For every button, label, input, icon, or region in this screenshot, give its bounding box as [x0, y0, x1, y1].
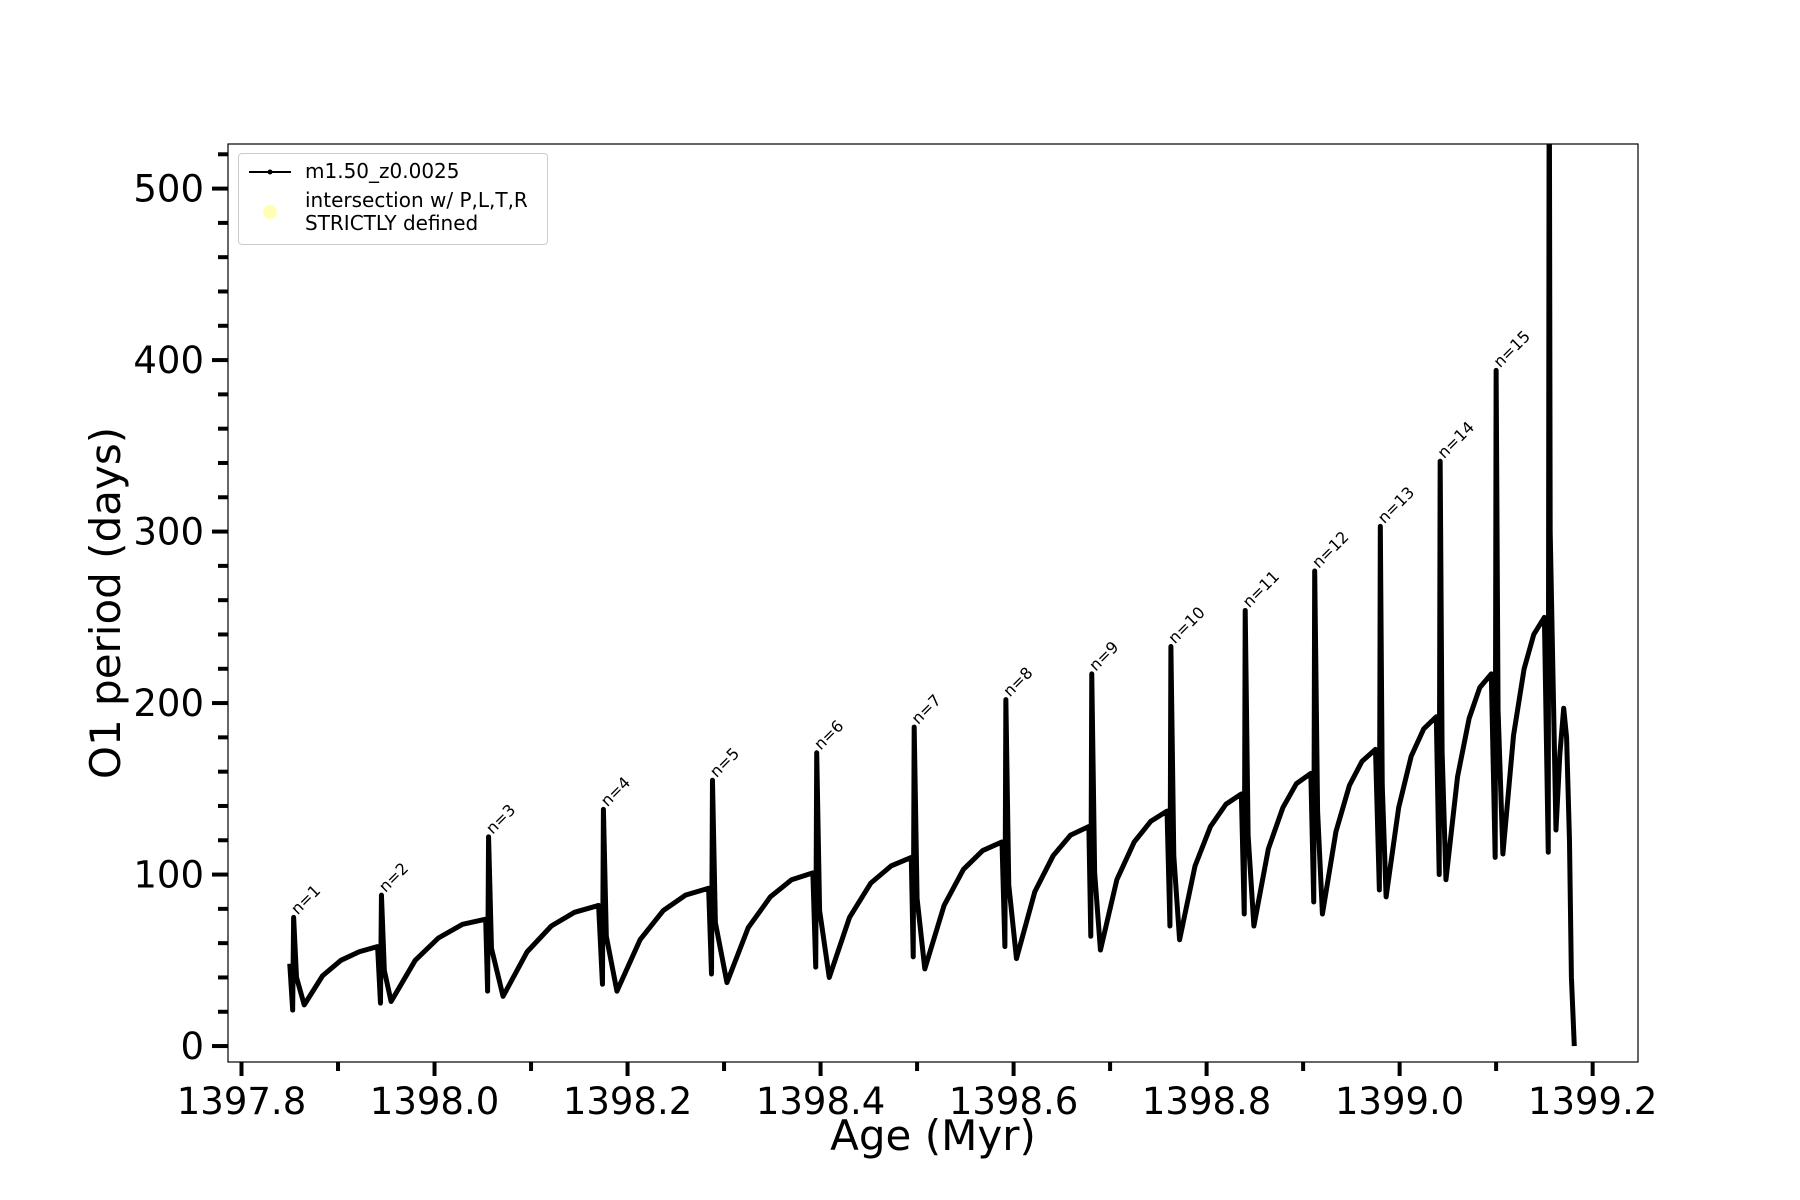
annotation: n=11 — [1239, 567, 1283, 611]
annotation: n=6 — [810, 716, 847, 753]
annotation: n=2 — [375, 859, 412, 896]
annotation: n=1 — [287, 881, 324, 918]
plot-frame — [227, 143, 1639, 1063]
legend-symbol — [249, 169, 291, 174]
annotation: n=13 — [1374, 483, 1418, 527]
annotation: n=15 — [1490, 327, 1534, 371]
legend-label: m1.50_z0.0025 — [305, 159, 460, 183]
y-tick-label: 100 — [133, 854, 204, 897]
annotation: n=8 — [999, 663, 1036, 700]
legend-marker — [267, 169, 273, 174]
annotation: n=5 — [706, 744, 743, 781]
annotation: n=7 — [908, 691, 945, 728]
y-tick-label: 0 — [180, 1025, 204, 1068]
data-line — [287, 144, 1577, 1047]
x-tick-label: 1398.8 — [1142, 1080, 1271, 1123]
legend: m1.50_z0.0025 intersection w/ P,L,T,R STR… — [238, 153, 548, 245]
annotation: n=3 — [482, 800, 519, 837]
x-tick-label: 1399.0 — [1335, 1080, 1464, 1123]
plot-area — [287, 144, 1577, 1047]
annotation: n=12 — [1308, 527, 1352, 571]
y-tick-label: 200 — [133, 682, 204, 725]
annotation: n=9 — [1085, 637, 1122, 674]
x-tick-label: 1398.2 — [563, 1080, 692, 1123]
x-tick-label: 1397.8 — [177, 1080, 306, 1123]
y-tick-label: 300 — [133, 511, 204, 554]
y-tick-label: 400 — [133, 339, 204, 382]
y-axis-label: O1 period (days) — [81, 427, 130, 779]
x-tick-label: 1398.0 — [370, 1080, 499, 1123]
annotation: n=4 — [597, 773, 634, 810]
annotation: n=14 — [1434, 418, 1478, 462]
y-tick-label: 500 — [133, 168, 204, 211]
legend-marker — [263, 205, 277, 219]
x-tick-label: 1398.4 — [756, 1080, 885, 1123]
legend-symbol — [263, 205, 277, 219]
x-tick-label: 1399.2 — [1528, 1080, 1657, 1123]
legend-label: intersection w/ P,L,T,R STRICTLY defined — [305, 188, 528, 235]
x-tick-label: 1398.6 — [949, 1080, 1078, 1123]
x-axis-label: Age (Myr) — [830, 1111, 1036, 1160]
annotation: n=10 — [1164, 603, 1208, 647]
